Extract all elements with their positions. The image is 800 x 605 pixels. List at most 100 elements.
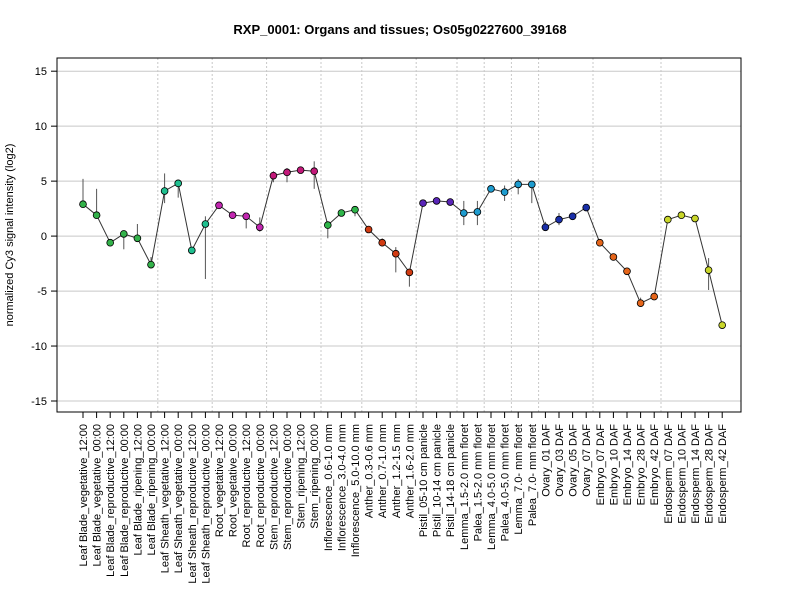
x-tick-label: Ovary_03 DAF [554,424,566,497]
x-tick-label: Root_reproductive_00:00 [255,424,267,548]
x-tick-label: Palea_4.0-5.0 mm floret [500,424,512,541]
x-tick-label: Stem_reproductive_00:00 [282,424,294,550]
x-tick-label: Root_vegetative_00:00 [228,424,240,537]
data-point [446,198,455,206]
y-tick-label: -15 [31,396,47,408]
x-tick-label: Embryo_14 DAF [622,424,634,506]
data-point [296,166,305,174]
x-tick-label: Palea_7.0- mm floret [527,424,539,526]
data-point [555,215,563,224]
data-point [459,209,468,217]
data-point [269,171,278,180]
data-point [691,214,699,223]
data-point [201,220,210,228]
x-tick-label: Lemma_7.0- mm floret [513,424,525,535]
data-point [582,203,590,212]
x-tick-label: Lemma_4.0-5.0 mm floret [486,424,498,550]
x-tick-label: Embryo_28 DAF [636,424,648,506]
x-tick-label: Leaf Blade_reproductive_12:00 [105,424,117,577]
data-point [514,180,522,189]
data-point [623,267,631,276]
data-point [527,180,536,189]
x-tick-label: Stem_ripening_12:00 [296,424,308,529]
x-tick-label: Embryo_07 DAF [595,424,607,506]
data-point [378,238,387,247]
data-point [228,211,237,220]
data-points [79,166,726,329]
data-point [718,321,726,329]
y-axis: -15 -10 -5 0 5 10 15 [31,66,57,408]
data-point [310,167,319,176]
data-point [419,199,427,207]
data-point [405,268,414,277]
data-point [650,292,658,301]
data-point [255,223,264,232]
x-tick-label: Anther_0.7-1.0 mm [377,424,389,518]
x-tick-label: Endosperm_10 DAF [676,424,688,524]
x-tick-label: Leaf Blade_vegetative_12:00 [78,424,90,567]
data-point [283,168,291,177]
data-point [487,185,495,193]
x-tick-label: Root_reproductive_12:00 [241,424,253,548]
plot-frame [56,57,742,413]
x-tick-label: Inflorescence_3.0-4.0 mm [336,424,348,551]
data-point [351,205,359,214]
x-tick-label: Stem_ripening_00:00 [309,424,321,529]
x-tick-label: Endosperm_14 DAF [690,424,702,524]
data-point [636,299,645,307]
data-point [188,246,196,255]
data-point [133,234,142,243]
x-tick-label: Leaf Blade_vegetative_00:00 [92,424,104,567]
data-point [323,221,332,229]
x-tick-label: Palea_1.5-2.0 mm floret [472,424,484,541]
x-tick-label: Leaf Sheath_vegetative_12:00 [160,424,172,573]
x-tick-label: Stem_reproductive_12:00 [268,424,280,550]
x-axis: Leaf Blade_vegetative_12:00 Leaf Blade_ve… [78,412,729,584]
x-tick-label: Endosperm_07 DAF [663,424,675,524]
data-point [242,212,251,221]
y-tick-label: -5 [37,286,47,298]
data-point [79,200,87,209]
y-tick-label: 5 [41,176,47,188]
x-tick-label: Inflorescence_0.6-1.0 mm [323,424,335,551]
y-axis-label: normalized Cy3 signal intensity (log2) [4,144,16,327]
data-point [541,223,550,232]
data-point [391,249,400,258]
data-point [337,209,346,217]
chart-title: RXP_0001: Organs and tissues; Os05g02276… [233,22,566,37]
data-point [215,201,223,210]
data-point [147,260,155,269]
x-tick-label: Embryo_10 DAF [608,424,620,506]
x-tick-label: Ovary_05 DAF [568,424,580,497]
data-point [174,179,183,188]
data-point [160,187,169,195]
x-tick-label: Embryo_42 DAF [649,424,661,506]
x-tick-label: Pistil_14-18 cm panicle [445,424,457,537]
data-point [500,188,509,196]
y-tick-label: 0 [41,231,47,243]
y-tick-label: -10 [31,341,47,353]
y-tick-label: 15 [35,66,47,78]
data-point [568,212,577,221]
data-point [663,215,672,224]
grid [57,70,741,402]
group-separators [157,58,662,412]
x-tick-label: Ovary_07 DAF [581,424,593,497]
x-tick-label: Pistil_10-14 cm panicle [432,424,444,537]
x-tick-label: Leaf Sheath_reproductive_00:00 [200,424,212,584]
x-tick-label: Leaf Sheath_vegetative_00:00 [173,424,185,573]
x-tick-label: Leaf Sheath_reproductive_12:00 [187,424,199,584]
x-tick-label: Leaf Blade_reproductive_00:00 [119,424,131,577]
x-tick-label: Leaf Blade_ripening_12:00 [132,424,144,556]
x-tick-label: Pistil_05-10 cm panicle [418,424,430,537]
x-tick-label: Leaf Blade_ripening_00:00 [146,424,158,556]
data-point [609,253,618,261]
y-tick-label: 10 [35,121,47,133]
x-tick-label: Anther_1.2-1.5 mm [391,424,403,518]
x-tick-label: Lemma_1.5-2.0 mm floret [459,424,471,550]
data-point [106,238,114,247]
data-point [120,230,128,238]
